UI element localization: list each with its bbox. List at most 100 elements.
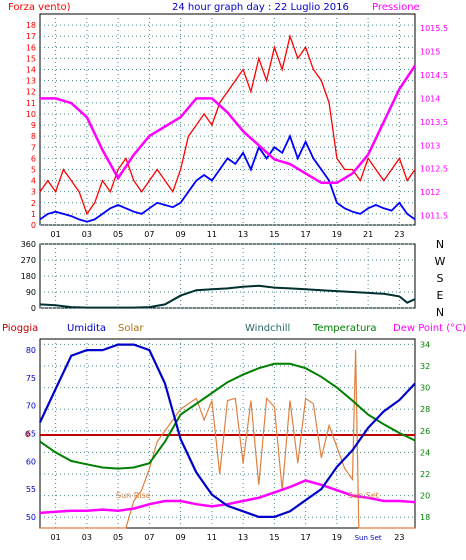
direction-tick-label: 180: [21, 272, 36, 281]
wind-series: [39, 33, 417, 223]
wind-tick-label: 12: [26, 88, 36, 97]
dewpoint-line: [39, 479, 416, 515]
temp-series: [39, 343, 416, 529]
direction-left-ticks: 0 90 180 270 360: [21, 240, 36, 313]
pressure-right-ticks: 1011.5 1012 1012.5 1013 1013.5 1014 1014.5 1015…: [420, 24, 448, 221]
wind-tick-label: 3: [31, 188, 36, 197]
pressure-tick-label: 1014.5: [420, 71, 448, 80]
wind-tick-label: 5: [31, 165, 36, 174]
temp-tick-label: 32: [420, 362, 430, 371]
temp-tick-label: 24: [420, 448, 430, 457]
temp-tick-label: 20: [420, 492, 430, 501]
wind-direction-line: [39, 284, 416, 309]
compass-label: S: [437, 272, 444, 285]
temp-tick-label: 26: [420, 427, 430, 436]
humidity-tick-label: 55: [26, 485, 36, 494]
humidity-line: [39, 343, 416, 519]
temp-hour-label: 15: [269, 533, 279, 542]
wind-hour-label: 01: [51, 230, 61, 239]
chart-title: 24 hour graph day : 22 Luglio 2016: [172, 2, 349, 13]
wind-hour-label: 15: [269, 230, 279, 239]
wind-tick-label: 0: [31, 221, 36, 230]
wind-hour-label: 21: [363, 230, 373, 239]
legend-rain: Pioggia: [2, 323, 38, 334]
humidity-tick-label: 75: [26, 374, 36, 383]
temp-hour-ticks: 01 03 05 07 09 11 13 15 17 19 Sun Set 23: [51, 533, 405, 542]
compass-label: W: [435, 255, 446, 268]
temp-hour-label: 03: [82, 533, 92, 542]
wind-axis-label: Forza vento): [8, 2, 71, 13]
humidity-tick-label: 80: [26, 346, 36, 355]
wind-hour-label: 05: [113, 230, 123, 239]
legend-temperature: Temperatura: [312, 323, 377, 334]
pressure-tick-label: 1012: [420, 188, 440, 197]
wind-grid: [40, 14, 415, 226]
wind-average-line: [39, 133, 416, 223]
temp-hour-label: 05: [113, 533, 123, 542]
temp-tick-label: 18: [420, 513, 430, 522]
humidity-tick-label: 65: [26, 430, 36, 439]
temp-tick-label: 34: [420, 340, 430, 349]
temp-tick-label: 22: [420, 470, 430, 479]
legend-dewpoint: Dew Point (°C): [393, 323, 466, 334]
sun-rise-label: Sun Rise: [116, 491, 151, 500]
wind-tick-label: 4: [31, 177, 36, 186]
axis-sun-set-label: Sun Set: [355, 534, 382, 542]
legend-solar: Solar: [118, 323, 144, 334]
temp-hour-label: 07: [144, 533, 154, 542]
solar-line: [40, 349, 415, 529]
humidity-tick-label: 50: [26, 513, 36, 522]
wind-hour-label: 09: [176, 230, 186, 239]
wind-hour-label: 13: [238, 230, 248, 239]
humidity-tick-label: 60: [26, 457, 36, 466]
sun-set-label: Sun Set: [348, 491, 379, 500]
wind-hour-ticks: 01 03 05 07 09 11 13 15 17 19 21 23: [51, 230, 405, 239]
wind-tick-label: 9: [31, 121, 36, 130]
wind-tick-label: 18: [26, 21, 36, 30]
humidity-tick-label: 70: [26, 402, 36, 411]
temp-tick-label: 30: [420, 384, 430, 393]
pressure-tick-label: 1015.5: [420, 24, 448, 33]
direction-tick-label: 90: [26, 288, 36, 297]
rain-zero-label: 0: [25, 430, 30, 439]
temp-hour-label: 11: [207, 533, 217, 542]
temp-hour-label: 13: [238, 533, 248, 542]
legend-humidity: Umidita: [67, 323, 106, 334]
wind-tick-label: 1: [31, 210, 36, 219]
wind-hour-label: 07: [144, 230, 154, 239]
temp-hour-label: 23: [394, 533, 404, 542]
wind-tick-label: 15: [26, 54, 36, 63]
temperature-humidity-panel: 50 55 60 65 70 75 80 18 20 22 24 26 28 30 32 34 01 03 05…: [2, 323, 466, 542]
direction-tick-label: 0: [31, 304, 36, 313]
pressure-axis-label: Pressione: [372, 2, 420, 13]
temp-tick-label: 28: [420, 405, 430, 414]
direction-tick-label: 270: [21, 256, 36, 265]
wind-tick-label: 11: [26, 99, 36, 108]
wind-tick-label: 8: [31, 132, 36, 141]
wind-plot-frame: [39, 13, 416, 226]
wind-tick-label: 6: [31, 154, 36, 163]
wind-tick-label: 10: [26, 110, 36, 119]
compass-label: N: [436, 238, 444, 251]
wind-tick-label: 7: [31, 143, 36, 152]
compass-label: E: [437, 289, 444, 302]
pressure-line: [40, 64, 417, 185]
legend-windchill: Windchill: [245, 323, 290, 334]
wind-hour-label: 23: [394, 230, 404, 239]
temp-right-ticks: 18 20 22 24 26 28 30 32 34: [420, 340, 430, 522]
pressure-tick-label: 1013.5: [420, 118, 448, 127]
temp-hour-label: 17: [301, 533, 311, 542]
wind-tick-label: 17: [26, 32, 36, 41]
wind-hour-label: 03: [82, 230, 92, 239]
pressure-tick-label: 1011.5: [420, 212, 448, 221]
wind-tick-label: 14: [26, 66, 36, 75]
temp-hour-label: 01: [51, 533, 61, 542]
pressure-tick-label: 1015: [420, 48, 440, 57]
direction-series: [39, 284, 416, 309]
